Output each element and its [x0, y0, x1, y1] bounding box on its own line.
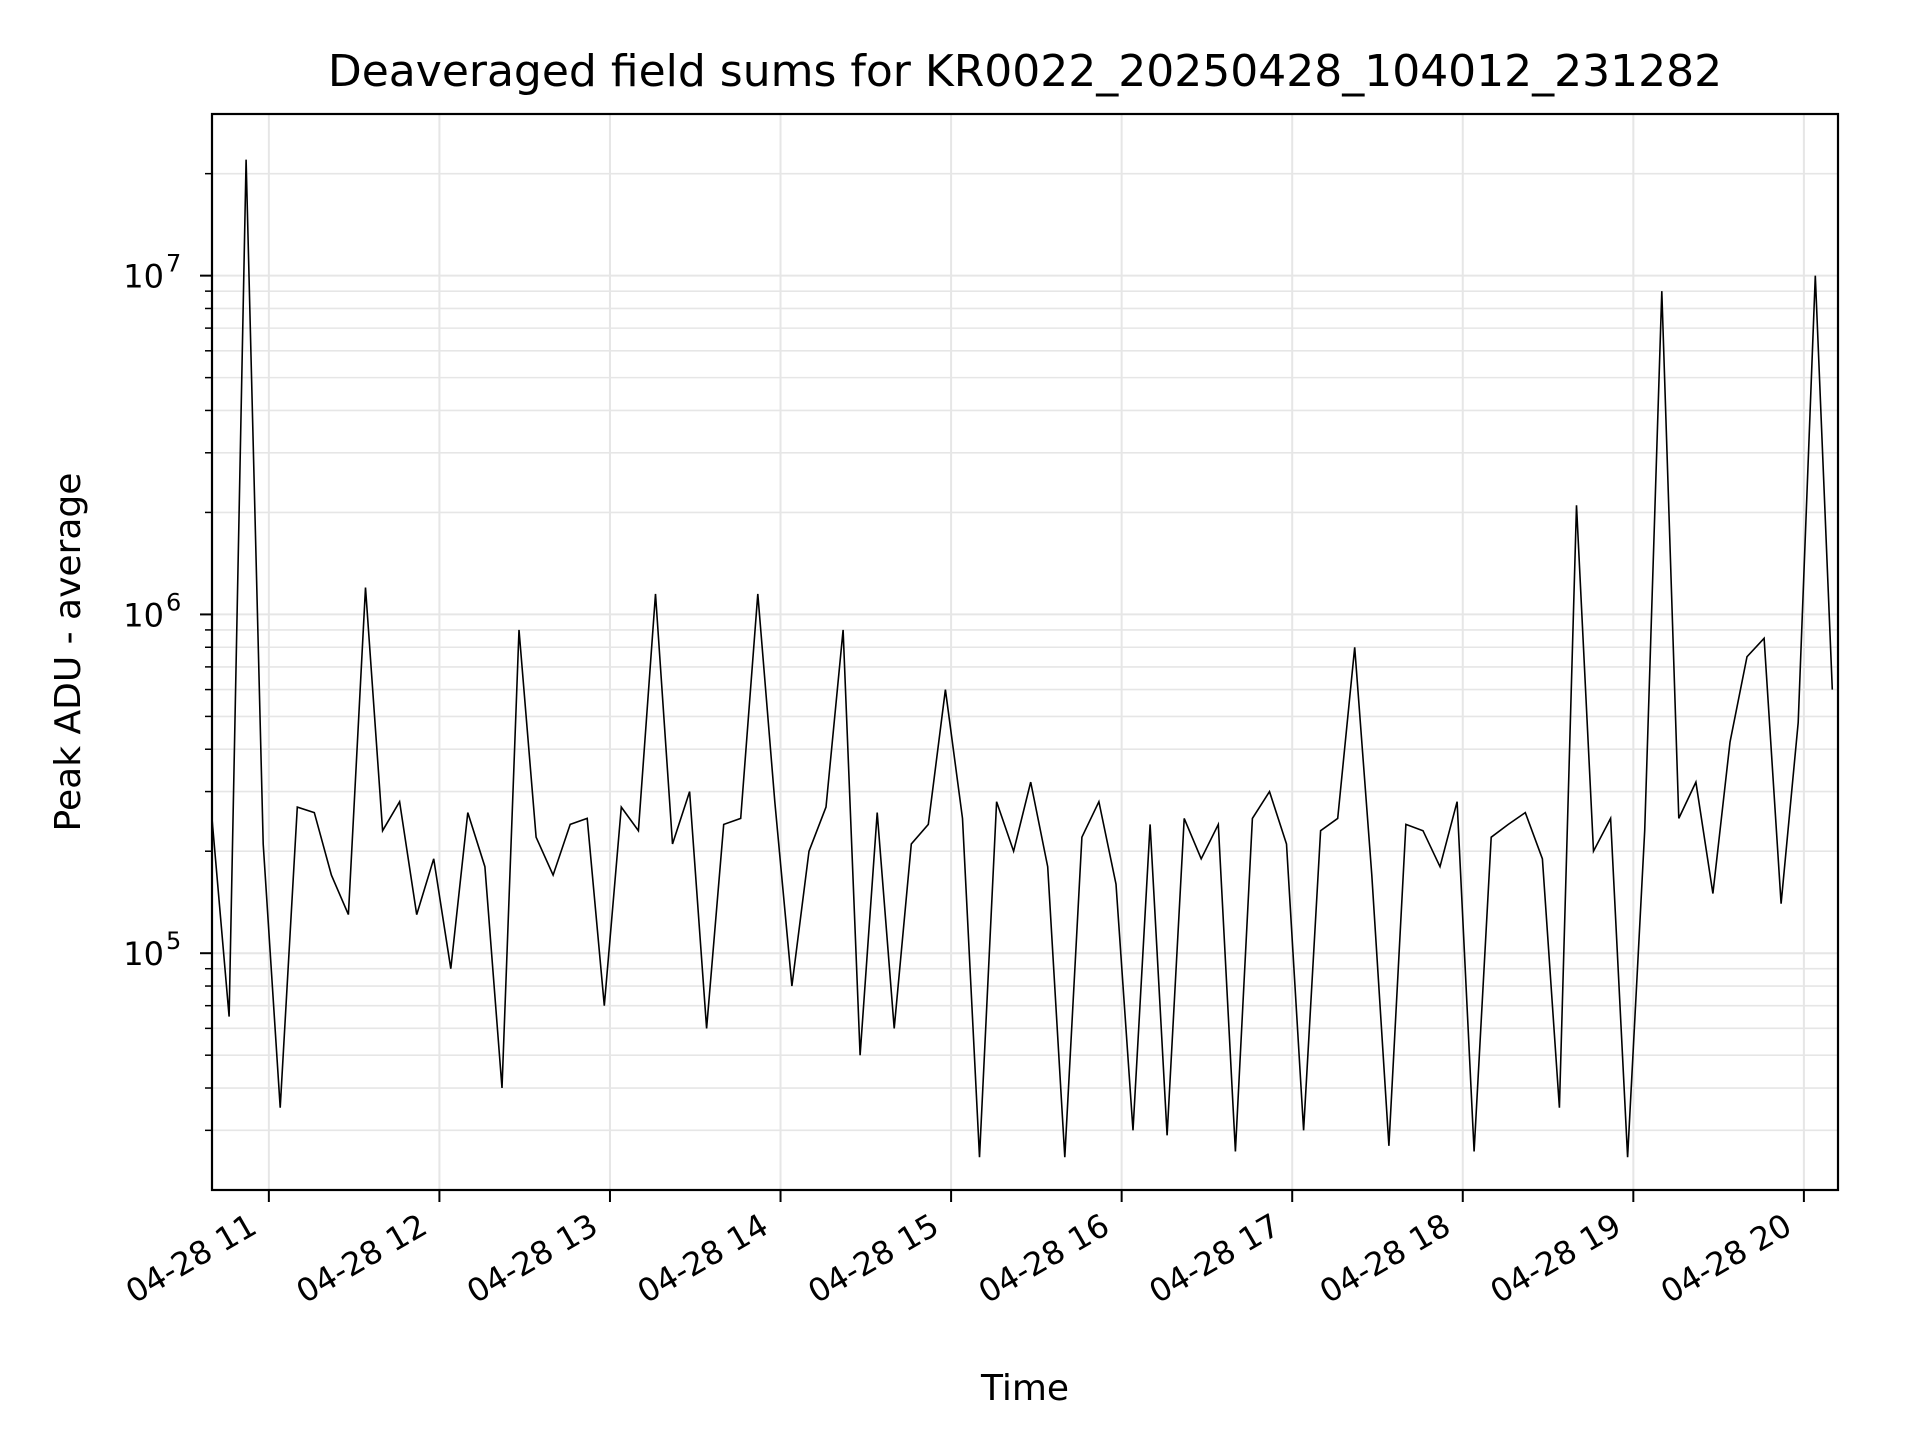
- grid: [212, 114, 1838, 1190]
- y-tick-exponent: 7: [166, 250, 181, 278]
- y-tick-label: 10: [123, 258, 164, 296]
- series-line: [211, 159, 1834, 1158]
- y-tick-exponent: 6: [166, 588, 181, 616]
- y-tick-label: 10: [123, 935, 164, 973]
- series-line-layer: [211, 159, 1834, 1158]
- y-axis-label: Peak ADU - average: [48, 473, 89, 832]
- chart-title: Deaveraged field sums for KR0022_2025042…: [328, 46, 1722, 97]
- y-tick-label: 10: [123, 596, 164, 634]
- y-tick-exponent: 5: [166, 927, 181, 955]
- plot-frame: [210, 112, 1840, 1192]
- x-axis-label: Time: [980, 1368, 1069, 1409]
